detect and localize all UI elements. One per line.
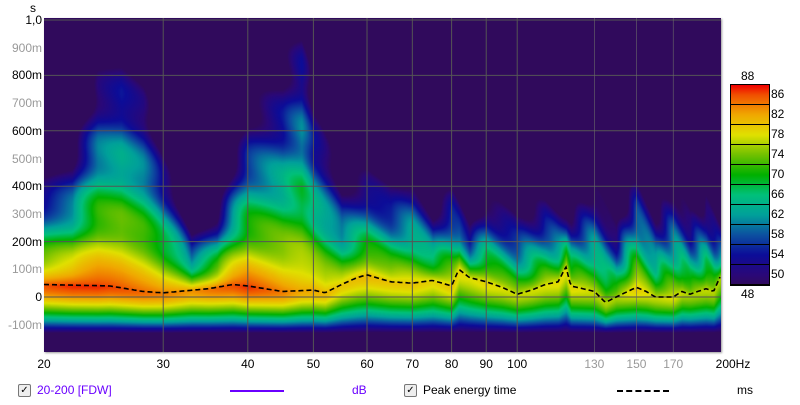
colorbar-band-divider [731, 264, 769, 265]
colorbar-band-divider [731, 144, 769, 145]
colorbar-band-divider [731, 164, 769, 165]
x-tick-label: 170 [663, 357, 684, 371]
peak-energy-time-line [44, 265, 721, 304]
y-tick-label: 100m [11, 262, 42, 277]
y-tick-label: 900m [11, 40, 42, 55]
colorbar-tick-label: 86 [771, 87, 785, 101]
x-tick-label: 60 [360, 357, 374, 371]
x-tick-label: 70 [405, 357, 420, 371]
y-tick-label: 300m [11, 206, 42, 221]
x-tick-label: 90 [479, 357, 493, 371]
y-tick-label: 200m [11, 234, 42, 249]
legend-unit: ms [737, 383, 753, 397]
x-tick-label: 40 [241, 357, 255, 371]
colorbar-band-divider [731, 204, 769, 205]
legend-label: Peak energy time [423, 383, 517, 397]
x-tick-label: 100 [507, 357, 528, 371]
legend-line-solid [230, 390, 284, 392]
y-tick-label: 700m [11, 96, 42, 111]
x-tick-label: 200Hz [715, 357, 751, 371]
colorbar-tick-label: 58 [771, 227, 785, 241]
colorbar-tick-label: 54 [771, 247, 785, 261]
y-tick-label: 400m [11, 179, 42, 194]
x-tick-label: 80 [444, 357, 459, 371]
y-tick-label: 1,0 [25, 13, 42, 27]
x-tick-label: 20 [37, 357, 51, 371]
spectrogram-heatmap [44, 18, 721, 352]
colorbar-tick-label: 50 [771, 267, 785, 281]
colorbar-tick-label: 70 [771, 167, 785, 181]
y-tick-label: 0 [35, 290, 42, 304]
colorbar-band-divider [731, 104, 769, 105]
legend-unit: dB [352, 383, 367, 397]
y-axis-unit: s [30, 1, 36, 15]
colorbar-tick-label: 78 [771, 127, 785, 141]
y-tick-label: 800m [11, 68, 42, 83]
colorbar-band-divider [731, 284, 769, 285]
legend-line-dashed [617, 390, 669, 392]
y-tick-label: 600m [11, 123, 42, 138]
colorbar-band-divider [731, 184, 769, 185]
x-tick-label: 130 [584, 357, 605, 371]
legend-item-peak-energy-time[interactable]: ✓ Peak energy time [404, 383, 516, 397]
colorbar-tick-label: 74 [771, 147, 785, 161]
legend-label: 20-200 [FDW] [37, 383, 112, 397]
x-tick-label: 30 [156, 357, 170, 371]
colorbar-band-divider [731, 224, 769, 225]
x-tick-label: 150 [626, 357, 647, 371]
colorbar [730, 84, 770, 286]
plot-overlay [44, 18, 721, 352]
y-tick-label: -100m [7, 317, 42, 332]
checkbox-checked-icon[interactable]: ✓ [18, 383, 31, 397]
colorbar-band-divider [731, 124, 769, 125]
colorbar-tick-label: 82 [771, 107, 785, 121]
x-tick-label: 50 [306, 357, 321, 371]
colorbar-band-divider [731, 244, 769, 245]
colorbar-tick-label: 62 [771, 207, 785, 221]
colorbar-max-label: 88 [741, 69, 755, 83]
colorbar-min-label: 48 [741, 287, 755, 301]
legend-item-fdw[interactable]: ✓ 20-200 [FDW] [18, 383, 112, 397]
spectrogram-plot[interactable] [44, 18, 721, 352]
y-tick-label: 500m [11, 151, 42, 166]
checkbox-checked-icon[interactable]: ✓ [404, 383, 417, 397]
colorbar-tick-label: 66 [771, 187, 785, 201]
